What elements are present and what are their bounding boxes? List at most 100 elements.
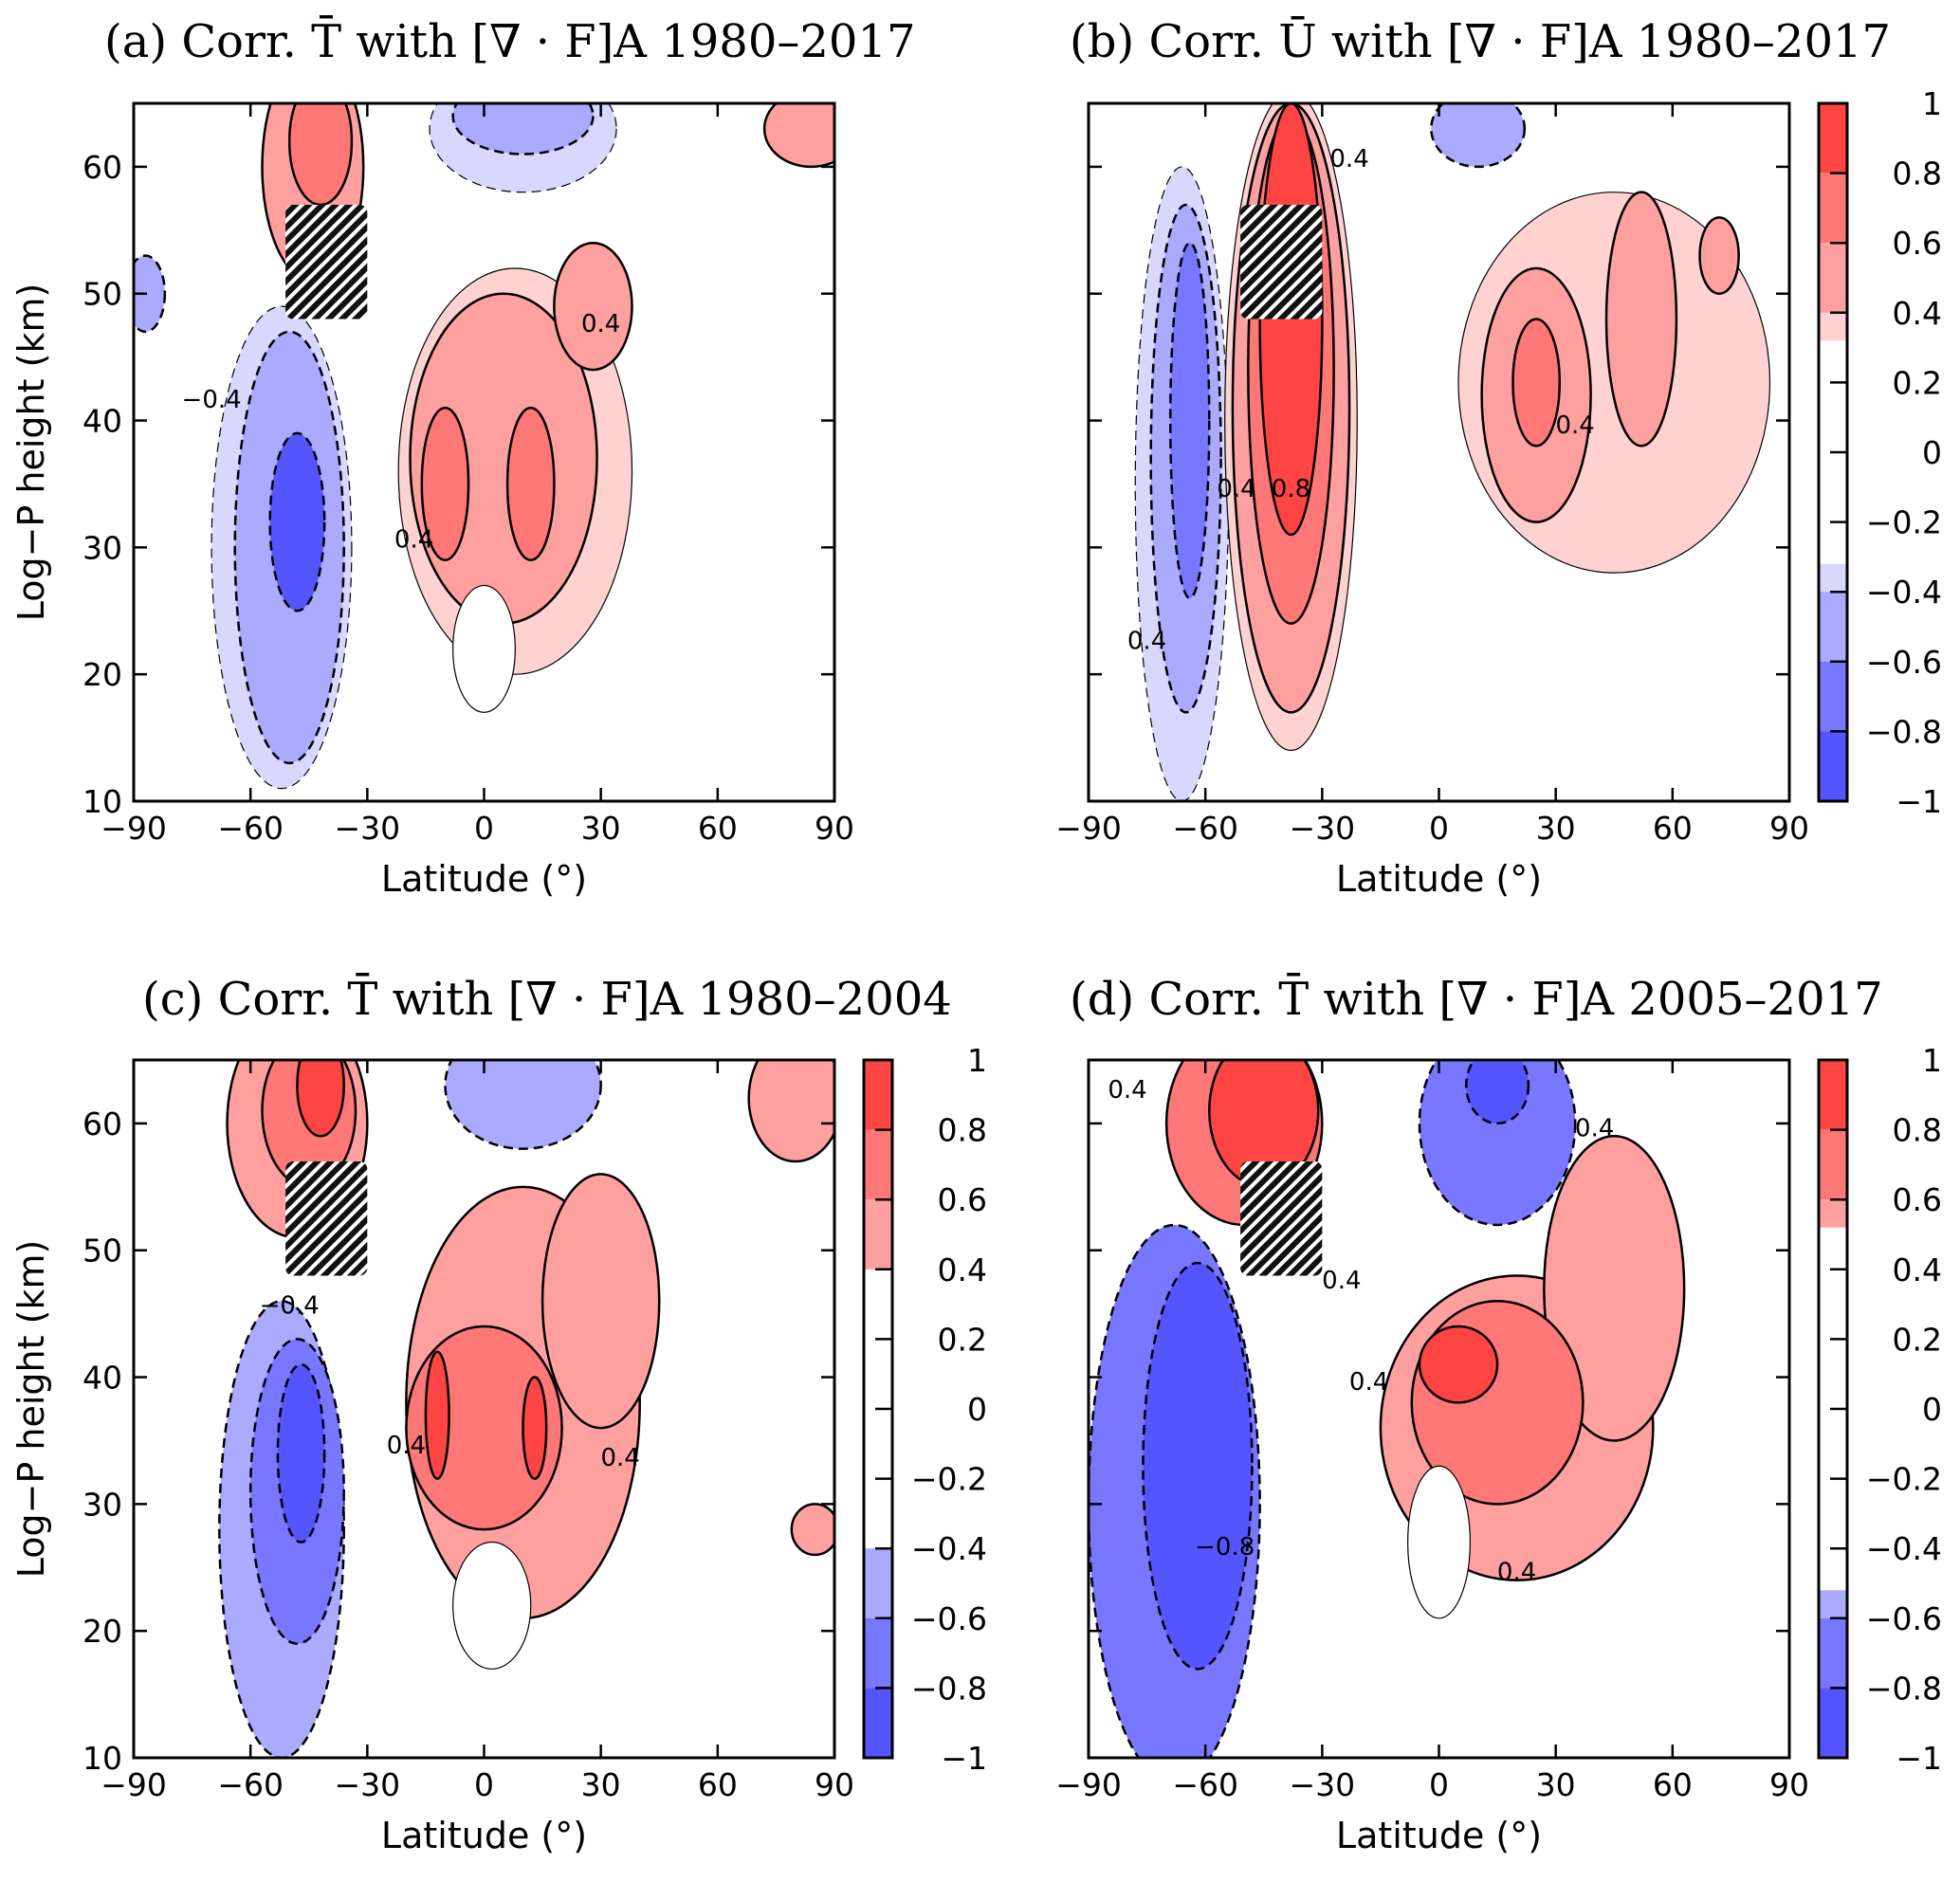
contour-region [1407, 1465, 1471, 1619]
y-tick-label: 40 [82, 1360, 122, 1397]
y-axis-label: Log−P height (km) [10, 1240, 52, 1579]
colorbar-swatch [1819, 661, 1847, 732]
colorbar-swatch [1819, 1199, 1847, 1228]
contour-region [1511, 318, 1562, 448]
x-axis-label: Latitude (°) [1336, 1815, 1542, 1856]
y-tick-label: 40 [82, 403, 122, 440]
plot-area: 0.4 0.4 0.4 0.4 −0.8 0.4 [1089, 1060, 1789, 1758]
contour-region [444, 1060, 602, 1150]
contour-region [762, 103, 834, 169]
colorbar-swatch [1819, 1617, 1847, 1689]
colorbar-tick-label: −0.8 [911, 1670, 987, 1707]
y-tick-label: 60 [82, 1105, 122, 1142]
contour-region [1464, 1060, 1530, 1125]
contour-region [1418, 1325, 1499, 1404]
x-tick-label: −60 [217, 1766, 284, 1803]
colorbar-tick-label: 0.6 [938, 1181, 987, 1218]
colorbar-swatch [1819, 1060, 1847, 1130]
x-tick-label: −60 [217, 810, 284, 847]
contour-label: 0.4 [1556, 411, 1595, 440]
colorbar-tick-label: −0.6 [1866, 1600, 1942, 1637]
contour-label: 0.4 [1329, 145, 1368, 174]
y-tick-label: 50 [82, 276, 122, 313]
y-tick-label: 50 [82, 1233, 122, 1270]
contour-label: 0.4 [601, 1444, 640, 1472]
colorbar-tick-label: 0.2 [938, 1321, 987, 1358]
colorbar-swatch [1819, 731, 1847, 801]
contour-region [452, 584, 516, 713]
colorbar: 1 0.8 0.6 0.4 0.2 0 −0.2 −0.4 −0.6 −0.8 −1 [1817, 85, 1942, 820]
panel-title: (c) Corr. T̄ with [∇ · F]A 1980–2004 [142, 971, 952, 1026]
panel-a: (a) Corr. T̄ with [∇ · F]A 1980–2017 −0.4… [10, 13, 916, 900]
x-tick-label: 30 [581, 1766, 621, 1803]
hatched-region [1240, 1161, 1323, 1276]
x-tick-label: −60 [1172, 1766, 1238, 1803]
colorbar-tick-label: −0.2 [1866, 1461, 1942, 1498]
contour-region [1543, 1135, 1686, 1442]
hatched-region [285, 1161, 368, 1276]
contour-label: 0.4 [1497, 1559, 1536, 1587]
colorbar-swatch [864, 1548, 892, 1618]
contour-region [1142, 1261, 1254, 1671]
panel-b: (b) Corr. Ū with [∇ · F]A 1980–20170.40.… [1055, 15, 1942, 900]
x-tick-label: −90 [1055, 1766, 1122, 1803]
colorbar-tick-label: 0.8 [1893, 1112, 1942, 1149]
colorbar-swatch [864, 1688, 892, 1758]
contour-label: 0.4 [581, 310, 620, 338]
y-tick-label: 60 [82, 149, 122, 186]
colorbar-swatch [864, 1060, 892, 1130]
contour-region [1418, 1060, 1577, 1227]
x-tick-label: 30 [581, 810, 621, 847]
contour-label: 0.4 [1108, 1076, 1146, 1105]
x-tick-label: −30 [335, 1766, 401, 1803]
colorbar-tick-label: 0.4 [938, 1252, 987, 1288]
contour-region [1168, 241, 1211, 600]
colorbar-swatch [864, 1617, 892, 1689]
colorbar-tick-label: −0.8 [1866, 1670, 1942, 1707]
contour-label: 0.4 [1349, 1368, 1388, 1397]
y-tick-label: 20 [82, 1613, 122, 1650]
colorbar-tick-label: 0.8 [938, 1112, 987, 1149]
hatched-region [285, 205, 368, 320]
colorbar-swatch [1819, 1129, 1847, 1200]
contour-label: 0.8 [1272, 475, 1310, 503]
contour-region [276, 1362, 326, 1544]
contour-region [424, 1350, 450, 1480]
colorbar-swatch [864, 1129, 892, 1200]
colorbar-tick-label: 0.4 [1893, 295, 1942, 332]
hatched-region [1240, 205, 1323, 320]
contour-region [522, 1376, 548, 1480]
x-tick-label: 60 [1653, 810, 1693, 847]
colorbar-swatch [1819, 563, 1847, 593]
plot-area: −0.4 0.4 0.4 [134, 1060, 834, 1758]
colorbar-tick-label: −0.4 [911, 1530, 987, 1567]
x-tick-label: −30 [335, 810, 401, 847]
panel-title: (d) Corr. T̄ with [∇ · F]A 2005–2017 [1070, 971, 1883, 1026]
y-tick-label: 30 [82, 1486, 122, 1523]
colorbar-tick-label: −0.2 [911, 1461, 987, 1498]
contour-region [790, 1503, 834, 1557]
x-axis-label: Latitude (°) [1336, 858, 1542, 900]
colorbar-tick-label: −0.6 [1866, 644, 1942, 681]
contour-region [540, 1173, 661, 1430]
colorbar-tick-label: −0.6 [911, 1600, 987, 1637]
x-tick-label: 30 [1536, 810, 1576, 847]
colorbar-swatch [1819, 1688, 1847, 1758]
colorbar-tick-label: 0.4 [1893, 1252, 1942, 1288]
x-tick-label: 0 [474, 1766, 494, 1803]
contour-region [134, 254, 167, 334]
y-tick-label: 10 [82, 1740, 122, 1777]
colorbar-swatch [1819, 312, 1847, 341]
colorbar-swatch [1819, 592, 1847, 662]
contour-region [287, 103, 354, 207]
colorbar-tick-label: 0.6 [1893, 1181, 1942, 1218]
x-tick-label: 30 [1536, 1766, 1576, 1803]
y-tick-label: 30 [82, 529, 122, 566]
colorbar-tick-label: 0 [1922, 434, 1942, 471]
contour-label: −0.4 [260, 1292, 320, 1321]
x-tick-label: −60 [1172, 810, 1238, 847]
x-tick-label: 60 [1653, 1766, 1693, 1803]
y-tick-label: 10 [82, 783, 122, 820]
colorbar: 1 0.8 0.6 0.4 0.2 0 −0.2 −0.4 −0.6 −0.8 −1 [862, 1042, 987, 1777]
colorbar-tick-label: −0.4 [1866, 574, 1942, 611]
